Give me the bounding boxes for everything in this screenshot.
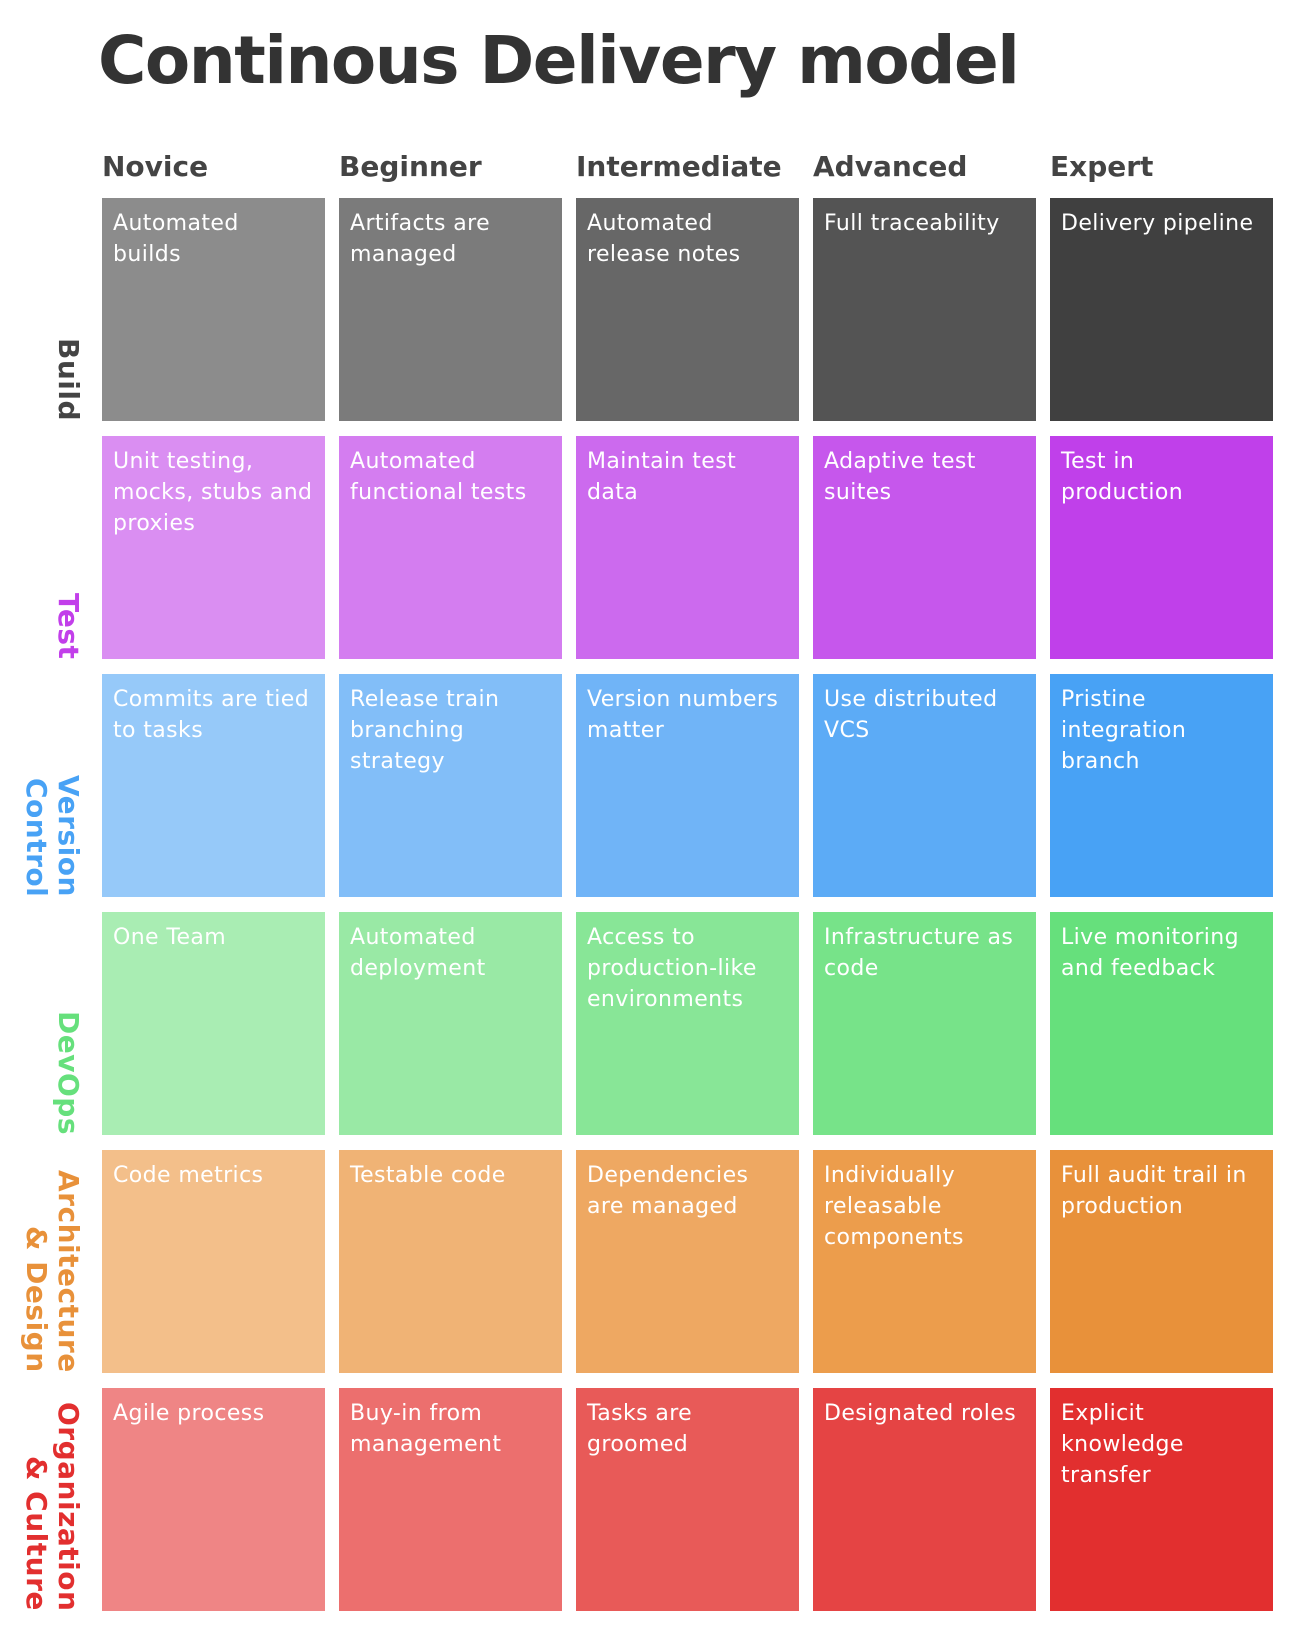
row-label: Version Control: [10, 674, 85, 897]
grid-cell: Explicit knowledge transfer: [1050, 1388, 1273, 1611]
column-header-advanced: Advanced: [813, 150, 968, 183]
grid-cell: Buy-in from management: [339, 1388, 562, 1611]
grid-cell: Automated deployment: [339, 912, 562, 1135]
grid-cell: Commits are tied to tasks: [102, 674, 325, 897]
row-label-text: Test: [52, 592, 85, 659]
grid-cell: Unit testing, mocks, stubs and proxies: [102, 436, 325, 659]
grid-cell: Individually releasable components: [813, 1150, 1036, 1373]
grid-cell: Artifacts are managed: [339, 198, 562, 421]
grid-cell: Maintain test data: [576, 436, 799, 659]
grid-cell: Delivery pipeline: [1050, 198, 1273, 421]
grid-cell: Automated functional tests: [339, 436, 562, 659]
grid-cell: Pristine integration branch: [1050, 674, 1273, 897]
column-header-novice: Novice: [102, 150, 209, 183]
grid-cell: Testable code: [339, 1150, 562, 1373]
grid-cell: Designated roles: [813, 1388, 1036, 1611]
column-header-beginner: Beginner: [339, 150, 482, 183]
row-label-text: Build: [52, 337, 85, 421]
grid-cell: Automated builds: [102, 198, 325, 421]
column-header-expert: Expert: [1050, 150, 1154, 183]
grid-cell: Code metrics: [102, 1150, 325, 1373]
grid-cell: Agile process: [102, 1388, 325, 1611]
grid-cell: Live monitoring and feedback: [1050, 912, 1273, 1135]
grid-cell: Use distributed VCS: [813, 674, 1036, 897]
row-label: Build: [10, 198, 85, 421]
row-label-text: DevOps: [52, 1011, 85, 1135]
row-label-text: Version Control: [20, 775, 85, 897]
row-label-text: Architecture & Design: [20, 1170, 85, 1373]
grid-cell: One Team: [102, 912, 325, 1135]
row-label: DevOps: [10, 912, 85, 1135]
column-header-intermediate: Intermediate: [576, 150, 782, 183]
row-label: Test: [10, 436, 85, 659]
row-label: Organization & Culture: [10, 1388, 85, 1611]
grid-cell: Adaptive test suites: [813, 436, 1036, 659]
grid-cell: Infrastructure as code: [813, 912, 1036, 1135]
grid-cell: Test in production: [1050, 436, 1273, 659]
grid-cell: Release train branching strategy: [339, 674, 562, 897]
grid-cell: Dependencies are managed: [576, 1150, 799, 1373]
grid-cell: Full traceability: [813, 198, 1036, 421]
grid-cell: Access to production-like environments: [576, 912, 799, 1135]
row-label-text: Organization & Culture: [20, 1401, 85, 1611]
grid-cell: Version numbers matter: [576, 674, 799, 897]
grid-cell: Tasks are groomed: [576, 1388, 799, 1611]
grid-cell: Full audit trail in production: [1050, 1150, 1273, 1373]
page-title: Continous Delivery model: [98, 22, 1020, 99]
grid-cell: Automated release notes: [576, 198, 799, 421]
row-label: Architecture & Design: [10, 1150, 85, 1373]
